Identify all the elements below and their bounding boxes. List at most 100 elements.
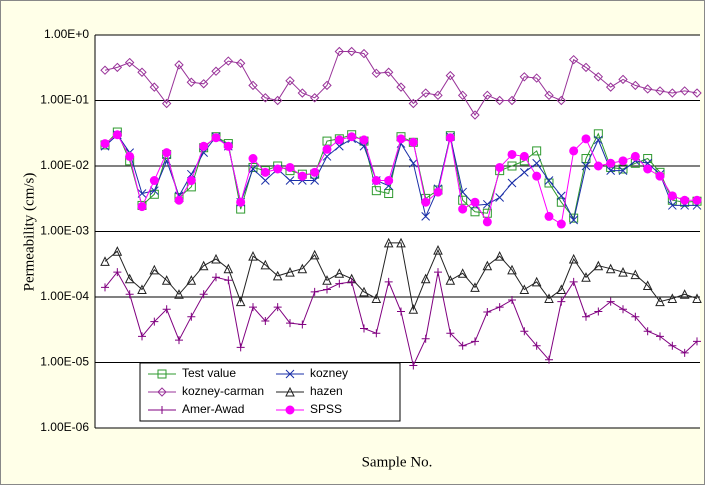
data-point <box>322 144 332 154</box>
data-point <box>137 202 147 212</box>
data-point <box>507 95 517 106</box>
data-point <box>569 146 579 156</box>
data-point <box>112 246 123 256</box>
legend-label: SPSS <box>310 402 342 416</box>
data-point <box>186 77 197 87</box>
data-point <box>125 290 134 299</box>
x-axis-label: Sample No. <box>362 454 433 470</box>
data-point <box>606 166 616 175</box>
data-point <box>532 171 542 181</box>
y-tick-label: 1.00E-03 <box>40 224 89 238</box>
data-point <box>334 135 344 145</box>
data-point <box>482 90 493 101</box>
data-point <box>150 317 159 326</box>
data-point <box>630 269 641 280</box>
data-point <box>581 62 591 73</box>
data-point <box>174 289 184 299</box>
data-point <box>297 88 308 98</box>
data-point <box>100 65 110 75</box>
data-point <box>471 337 479 346</box>
data-point <box>593 72 604 82</box>
legend-label: Test value <box>182 366 236 380</box>
data-point <box>692 293 702 303</box>
data-point <box>482 208 492 218</box>
data-point <box>532 158 542 168</box>
data-point <box>335 279 344 288</box>
data-point <box>642 280 653 290</box>
series-line <box>104 51 698 116</box>
data-point <box>655 86 665 96</box>
data-point <box>680 348 689 357</box>
data-point <box>112 62 123 73</box>
data-point <box>310 167 320 177</box>
data-point <box>334 141 344 151</box>
data-point <box>631 312 640 321</box>
data-point <box>458 341 467 350</box>
data-point <box>569 213 579 223</box>
data-point <box>569 215 579 225</box>
data-point <box>679 289 690 299</box>
data-point <box>557 297 566 306</box>
y-tick-label: 1.00E-05 <box>40 355 89 369</box>
data-point <box>199 148 209 157</box>
data-point <box>359 286 369 297</box>
data-point <box>494 95 505 106</box>
data-point <box>655 171 665 181</box>
legend-label: hazen <box>310 384 343 398</box>
data-point <box>544 176 554 185</box>
data-point <box>470 197 480 207</box>
data-point <box>248 162 258 172</box>
data-point <box>458 195 468 205</box>
data-point <box>656 332 664 341</box>
data-point <box>198 260 209 271</box>
data-point <box>360 324 368 333</box>
data-point <box>593 129 603 139</box>
data-point <box>248 80 258 91</box>
data-point <box>235 296 246 307</box>
data-point <box>507 149 517 159</box>
data-point <box>285 176 295 185</box>
data-point <box>236 343 245 352</box>
data-point <box>606 158 616 168</box>
data-point <box>519 151 529 161</box>
data-point <box>667 293 678 303</box>
data-point <box>383 67 394 77</box>
data-point <box>347 277 356 286</box>
data-point <box>100 256 110 266</box>
data-point <box>138 332 146 341</box>
data-point <box>667 201 677 210</box>
data-point <box>519 284 530 295</box>
data-point <box>260 167 270 177</box>
data-point <box>285 266 295 277</box>
legend-label: kozney <box>310 366 348 380</box>
data-point <box>298 320 307 329</box>
data-point <box>642 84 653 94</box>
data-point <box>408 158 418 168</box>
data-point <box>347 132 357 142</box>
data-point <box>409 361 418 370</box>
y-tick-label: 1.00E-01 <box>40 93 89 107</box>
data-point <box>495 193 505 202</box>
data-point <box>101 283 109 292</box>
data-point <box>667 88 678 98</box>
data-point <box>593 260 604 271</box>
data-point <box>618 156 628 166</box>
data-point <box>519 72 530 82</box>
data-point <box>605 82 616 92</box>
data-point <box>482 217 492 227</box>
data-point <box>630 80 641 91</box>
data-point <box>680 195 690 205</box>
data-point <box>531 73 542 83</box>
data-point <box>162 305 171 314</box>
data-point <box>149 82 160 92</box>
data-point <box>186 169 196 179</box>
data-point <box>236 197 246 207</box>
data-point <box>261 317 270 326</box>
data-point <box>445 133 455 143</box>
data-point <box>544 178 554 188</box>
data-point <box>162 148 172 158</box>
data-point <box>199 290 208 299</box>
y-tick-label: 1.00E-04 <box>40 289 89 303</box>
data-point <box>124 57 135 68</box>
data-point <box>174 195 184 205</box>
